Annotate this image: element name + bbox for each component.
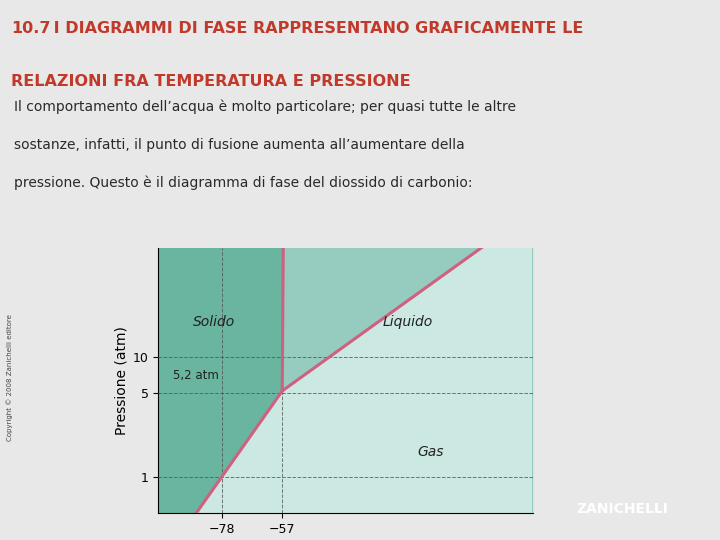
Text: 10.7: 10.7 bbox=[11, 21, 50, 36]
Text: RELAZIONI FRA TEMPERATURA E PRESSIONE: RELAZIONI FRA TEMPERATURA E PRESSIONE bbox=[11, 73, 410, 89]
Text: I DIAGRAMMI DI FASE RAPPRESENTANO GRAFICAMENTE LE: I DIAGRAMMI DI FASE RAPPRESENTANO GRAFIC… bbox=[48, 21, 584, 36]
Polygon shape bbox=[282, 0, 533, 513]
Text: sostanze, infatti, il punto di fusione aumenta all’aumentare della: sostanze, infatti, il punto di fusione a… bbox=[14, 138, 465, 152]
Text: Copyright © 2008 Zanichelli editore: Copyright © 2008 Zanichelli editore bbox=[6, 315, 13, 441]
Y-axis label: Pressione (atm): Pressione (atm) bbox=[114, 326, 129, 435]
Text: Il comportamento dell’acqua è molto particolare; per quasi tutte le altre: Il comportamento dell’acqua è molto part… bbox=[14, 100, 516, 114]
Text: pressione. Questo è il diagramma di fase del diossido di carbonio:: pressione. Questo è il diagramma di fase… bbox=[14, 176, 473, 190]
Text: Solido: Solido bbox=[193, 315, 235, 329]
Text: ZANICHELLI: ZANICHELLI bbox=[577, 502, 669, 516]
Text: Liquido: Liquido bbox=[383, 315, 433, 329]
Polygon shape bbox=[158, 0, 289, 540]
Text: 5,2 atm: 5,2 atm bbox=[173, 369, 219, 382]
Text: Gas: Gas bbox=[418, 445, 444, 458]
